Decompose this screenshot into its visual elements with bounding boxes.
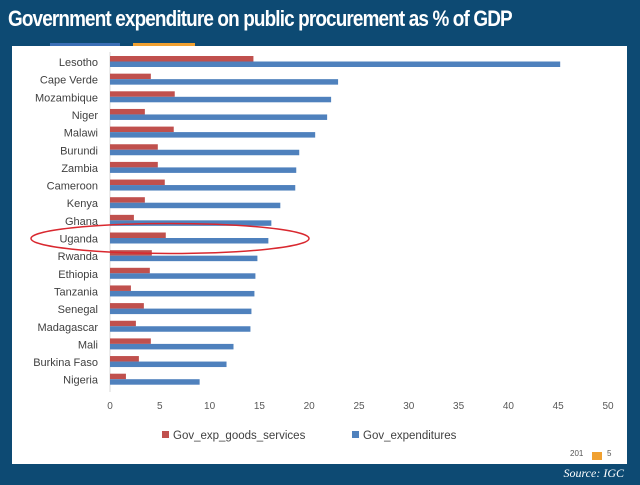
bar-gov-exp-goods-services bbox=[110, 56, 254, 62]
category-label: Tanzania bbox=[54, 286, 99, 298]
bar-gov-expenditures bbox=[110, 185, 296, 191]
bar-gov-exp-goods-services bbox=[110, 285, 131, 291]
category-label: Burundi bbox=[60, 145, 98, 157]
x-tick-label: 15 bbox=[254, 401, 266, 412]
bar-gov-expenditures bbox=[110, 61, 561, 67]
bar-gov-expenditures bbox=[110, 326, 251, 332]
bar-gov-exp-goods-services bbox=[110, 73, 151, 80]
bar-gov-exp-goods-services bbox=[110, 214, 134, 221]
x-tick-label: 25 bbox=[353, 401, 365, 412]
x-tick-label: 45 bbox=[553, 401, 565, 412]
category-label: Malawi bbox=[64, 128, 98, 140]
category-label: Ghana bbox=[65, 216, 99, 228]
cropped-legend-bar bbox=[133, 43, 195, 47]
bar-gov-expenditures bbox=[110, 149, 300, 156]
bar-gov-exp-goods-services bbox=[110, 373, 126, 380]
x-tick-label: 35 bbox=[453, 401, 465, 412]
category-label: Burkina Faso bbox=[33, 357, 98, 369]
bar-gov-exp-goods-services bbox=[110, 108, 145, 115]
bar-gov-expenditures bbox=[110, 238, 269, 244]
cropped-text: 5 bbox=[607, 449, 612, 458]
bar-gov-exp-goods-services bbox=[110, 144, 158, 150]
legend-swatch bbox=[162, 431, 169, 438]
bar-gov-expenditures bbox=[110, 79, 339, 85]
bar-gov-expenditures bbox=[110, 308, 252, 315]
category-label: Uganda bbox=[59, 234, 98, 246]
category-label: Senegal bbox=[58, 304, 98, 316]
bar-gov-expenditures bbox=[110, 343, 234, 350]
bar-gov-exp-goods-services bbox=[110, 126, 174, 133]
bar-gov-exp-goods-services bbox=[110, 91, 175, 97]
bar-gov-exp-goods-services bbox=[110, 338, 151, 344]
page-title: Government expenditure on public procure… bbox=[8, 6, 513, 31]
category-label: Mali bbox=[78, 339, 98, 351]
x-tick-label: 30 bbox=[403, 401, 415, 412]
category-label: Nigeria bbox=[63, 375, 99, 387]
x-tick-label: 0 bbox=[107, 401, 113, 412]
bar-gov-exp-goods-services bbox=[110, 320, 136, 327]
bar-gov-expenditures bbox=[110, 379, 200, 385]
bar-gov-expenditures bbox=[110, 290, 255, 297]
x-tick-label: 20 bbox=[304, 401, 316, 412]
bar-gov-expenditures bbox=[110, 96, 332, 103]
cropped-text: 201 bbox=[570, 449, 584, 458]
category-label: Cape Verde bbox=[40, 75, 98, 87]
category-label: Kenya bbox=[67, 198, 99, 210]
category-label: Zambia bbox=[61, 163, 99, 175]
category-label: Madagascar bbox=[37, 322, 98, 334]
bar-gov-exp-goods-services bbox=[110, 179, 165, 186]
legend-label: Gov_expenditures bbox=[363, 430, 457, 442]
bar-gov-exp-goods-services bbox=[110, 303, 144, 309]
bar-gov-exp-goods-services bbox=[110, 161, 158, 168]
category-label: Rwanda bbox=[58, 251, 99, 263]
category-label: Cameroon bbox=[47, 181, 98, 193]
category-label: Mozambique bbox=[35, 92, 98, 104]
bar-gov-expenditures bbox=[110, 361, 227, 368]
bar-gov-expenditures bbox=[110, 255, 258, 262]
bar-gov-exp-goods-services bbox=[110, 232, 166, 238]
category-label: Niger bbox=[72, 110, 99, 122]
bar-gov-expenditures bbox=[110, 132, 316, 138]
bar-gov-exp-goods-services bbox=[110, 356, 139, 362]
bar-gov-expenditures bbox=[110, 202, 281, 209]
x-tick-label: 5 bbox=[157, 401, 163, 412]
x-tick-label: 10 bbox=[204, 401, 216, 412]
highlight-ellipse bbox=[30, 222, 310, 255]
x-tick-label: 40 bbox=[503, 401, 515, 412]
bar-gov-expenditures bbox=[110, 167, 297, 173]
x-tick-label: 50 bbox=[602, 401, 614, 412]
bar-gov-exp-goods-services bbox=[110, 197, 145, 203]
bar-gov-expenditures bbox=[110, 273, 256, 279]
bar-gov-exp-goods-services bbox=[110, 267, 150, 274]
legend-label: Gov_exp_goods_services bbox=[173, 430, 306, 442]
cropped-legend-bar bbox=[50, 43, 120, 47]
category-label: Lesotho bbox=[59, 57, 98, 69]
source-caption: Source: IGC bbox=[563, 466, 624, 480]
cropped-legend-swatch bbox=[592, 452, 602, 460]
legend-swatch bbox=[352, 431, 359, 438]
bar-gov-expenditures bbox=[110, 114, 328, 120]
category-label: Ethiopia bbox=[58, 269, 99, 281]
